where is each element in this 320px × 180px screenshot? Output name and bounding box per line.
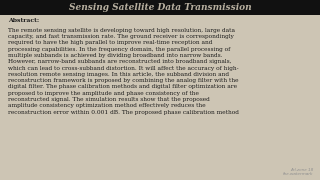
Text: Sensing Satellite Data Transmission: Sensing Satellite Data Transmission <box>69 3 251 12</box>
FancyBboxPatch shape <box>0 0 320 15</box>
Text: Abstract:: Abstract: <box>8 18 39 23</box>
Text: Arl.zone 18
the.watermark: Arl.zone 18 the.watermark <box>283 168 314 176</box>
Text: The remote sensing satellite is developing toward high resolution, large data
ca: The remote sensing satellite is developi… <box>8 28 239 114</box>
